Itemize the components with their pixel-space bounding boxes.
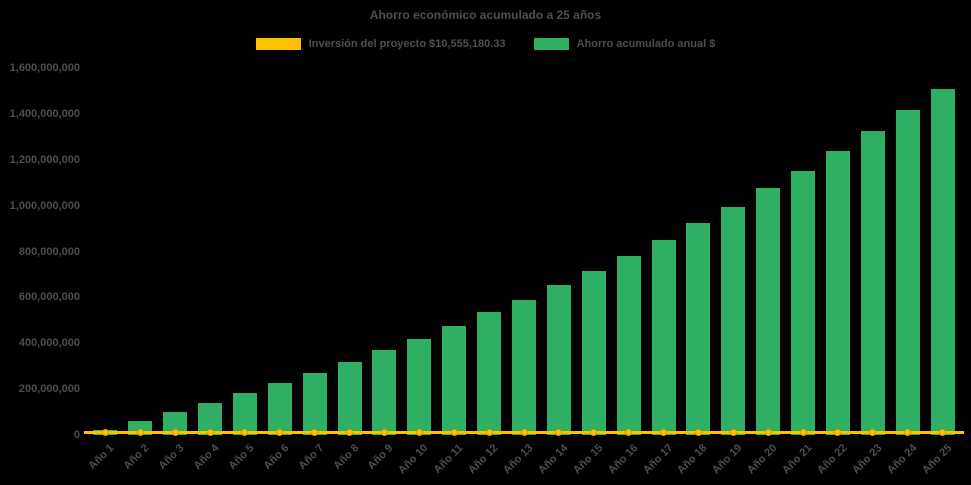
investment-line-marker bbox=[555, 429, 562, 436]
y-tick-label: 400,000,000 bbox=[18, 337, 80, 350]
bar-año-9 bbox=[372, 350, 396, 435]
bar-año-11 bbox=[442, 326, 466, 435]
bar-año-5 bbox=[233, 393, 257, 435]
investment-line-marker bbox=[939, 429, 946, 436]
investment-swatch-icon bbox=[255, 38, 301, 50]
bar-año-23 bbox=[861, 131, 885, 435]
investment-line-marker bbox=[486, 429, 493, 436]
y-tick-label: 1,600,000,000 bbox=[9, 62, 80, 74]
investment-line-marker bbox=[695, 429, 702, 436]
bar-año-22 bbox=[826, 151, 850, 435]
investment-line-marker bbox=[137, 429, 144, 436]
bar-año-7 bbox=[303, 373, 327, 435]
bar-año-3 bbox=[163, 412, 187, 435]
y-tick-label: 200,000,000 bbox=[18, 383, 80, 396]
investment-line-marker bbox=[276, 429, 283, 436]
investment-line-marker bbox=[904, 429, 911, 436]
bar-año-8 bbox=[338, 362, 362, 435]
bar-año-19 bbox=[721, 207, 745, 435]
bar-año-18 bbox=[686, 223, 710, 435]
legend-item-investment-label: Inversión del proyecto $10,555,180.33 bbox=[308, 38, 506, 50]
y-tick-label: 1,000,000,000 bbox=[9, 199, 80, 212]
investment-line-marker bbox=[869, 429, 876, 436]
investment-line-marker bbox=[590, 429, 597, 436]
bar-año-15 bbox=[582, 271, 606, 435]
bar-año-6 bbox=[268, 383, 292, 435]
legend-item-savings-label: Ahorro acumulado anual $ bbox=[576, 38, 716, 50]
bar-año-14 bbox=[547, 285, 571, 435]
y-tick-label: 0 bbox=[73, 429, 80, 441]
investment-line-marker bbox=[102, 429, 109, 436]
investment-line-marker bbox=[660, 429, 667, 436]
bar-año-24 bbox=[896, 110, 920, 435]
investment-line-marker bbox=[381, 429, 388, 436]
investment-line-marker bbox=[451, 429, 458, 436]
bar-año-21 bbox=[791, 171, 815, 435]
investment-line-marker bbox=[800, 429, 807, 436]
savings-swatch-icon bbox=[533, 38, 569, 50]
investment-line-marker bbox=[346, 429, 353, 436]
investment-line-marker bbox=[241, 429, 248, 436]
bar-año-13 bbox=[512, 300, 536, 435]
chart-title: Ahorro económico acumulado a 25 años bbox=[369, 8, 602, 22]
y-tick-label: 1,200,000,000 bbox=[9, 153, 80, 166]
investment-line-marker bbox=[730, 429, 737, 436]
bar-año-10 bbox=[407, 339, 431, 435]
bar-año-17 bbox=[652, 240, 676, 435]
y-tick-label: 600,000,000 bbox=[18, 291, 80, 304]
legend-item-savings: Ahorro acumulado anual $ bbox=[533, 38, 716, 50]
investment-line-marker bbox=[765, 429, 772, 436]
investment-line-marker bbox=[172, 429, 179, 436]
investment-line-marker bbox=[834, 429, 841, 436]
investment-line-marker bbox=[625, 429, 632, 436]
bar-año-12 bbox=[477, 312, 501, 435]
bar-año-16 bbox=[617, 256, 641, 435]
bar-año-25 bbox=[931, 89, 955, 435]
legend-item-investment: Inversión del proyecto $10,555,180.33 bbox=[255, 38, 506, 50]
investment-line-marker bbox=[207, 429, 214, 436]
legend: Inversión del proyecto $10,555,180.33 Ah… bbox=[0, 38, 971, 50]
investment-line-marker bbox=[416, 429, 423, 436]
bar-año-20 bbox=[756, 188, 780, 435]
y-tick-label: 800,000,000 bbox=[18, 245, 80, 258]
investment-line-marker bbox=[521, 429, 528, 436]
investment-line-marker bbox=[311, 429, 318, 436]
plot-area bbox=[84, 68, 964, 436]
y-tick-label: 1,400,000,000 bbox=[9, 107, 80, 120]
